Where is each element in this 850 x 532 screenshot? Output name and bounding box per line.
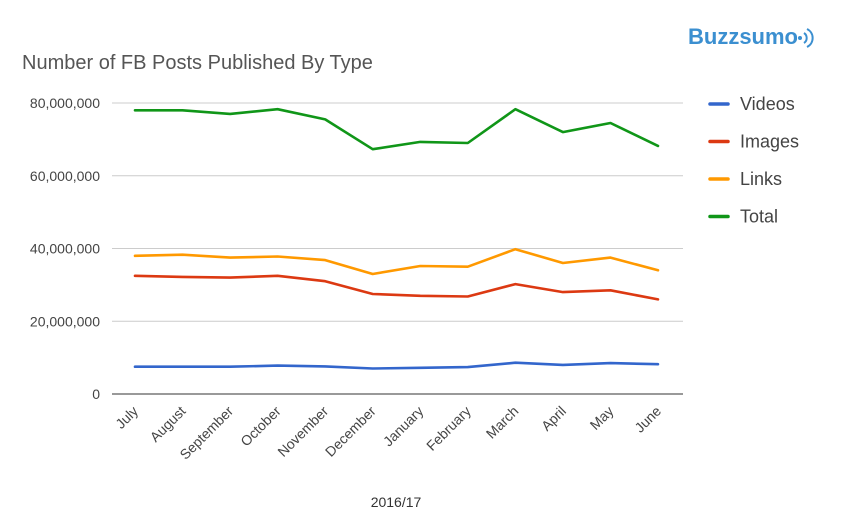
series-line-images [133,274,660,301]
y-axis-ticks: 0 20,000,000 40,000,000 60,000,000 80,000,00… [30,95,100,402]
x-tick-label: January [380,403,427,450]
legend-label-videos: Videos [740,94,795,114]
series-line-links [133,247,660,276]
wifi-signal-icon [798,28,814,48]
y-tick-label: 20,000,000 [30,313,100,329]
x-tick-label: March [483,403,522,442]
y-tick-label: 80,000,000 [30,95,100,111]
x-tick-label: August [147,403,189,445]
series-line-total [133,107,660,151]
x-tick-label: July [112,403,141,432]
y-tick-label: 0 [92,386,100,402]
legend-label-links: Links [740,169,782,189]
brand-logo: Buzzsumo [688,24,814,49]
x-tick-label: April [538,403,569,434]
x-tick-label: December [322,403,379,460]
chart-title: Number of FB Posts Published By Type [22,52,373,74]
x-tick-label: May [587,403,617,433]
x-axis-label: 2016/17 [371,494,422,510]
y-tick-label: 40,000,000 [30,241,100,257]
y-tick-label: 60,000,000 [30,168,100,184]
series-lines [133,107,660,370]
gridlines [112,102,683,395]
legend-label-images: Images [740,132,799,152]
legend: Videos Images Links Total [708,94,799,227]
brand-name: Buzzsumo [688,24,798,49]
series-line-videos [133,361,660,370]
x-tick-label: November [274,403,331,460]
x-tick-label: February [423,403,474,454]
x-tick-label: June [631,403,664,436]
x-tick-label: October [237,403,284,450]
legend-label-total: Total [740,207,778,227]
